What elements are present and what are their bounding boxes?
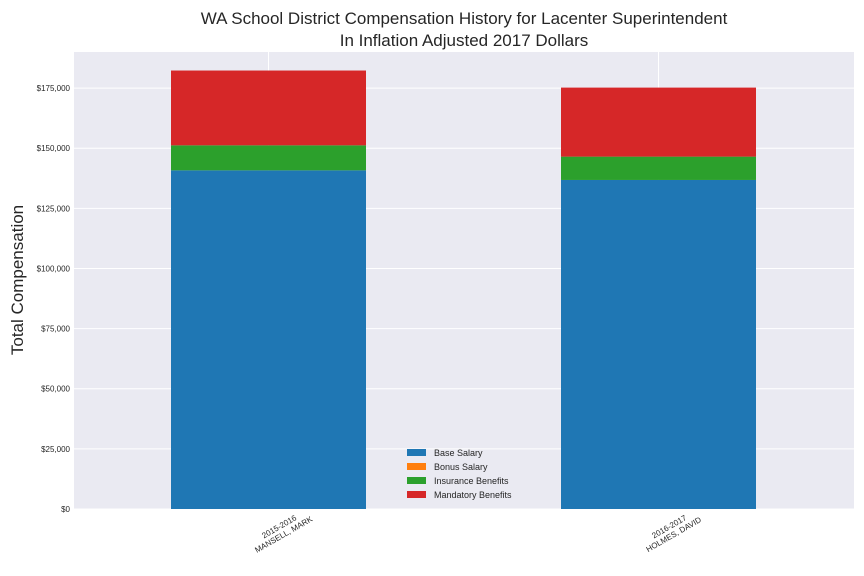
legend-swatch: [407, 491, 426, 498]
y-tick-label: $75,000: [41, 325, 70, 334]
y-axis-label: Total Compensation: [8, 205, 27, 355]
y-tick-label: $150,000: [37, 144, 71, 153]
legend-swatch: [407, 463, 426, 470]
bar-segment: [171, 170, 366, 510]
legend-label: Mandatory Benefits: [434, 490, 512, 500]
y-axis-ticks: $0 $25,000 $50,000 $75,000 $100,000 $125,000 $…: [37, 84, 71, 514]
legend-label: Base Salary: [434, 448, 483, 458]
y-tick-label: $125,000: [37, 204, 71, 213]
bar-segment: [171, 145, 366, 171]
bar-segment: [561, 156, 756, 180]
legend: Base Salary Bonus Salary Insurance Benefit…: [407, 448, 512, 500]
chart-title-line-1: WA School District Compensation History …: [201, 9, 728, 28]
y-tick-label: $50,000: [41, 385, 70, 394]
legend-swatch: [407, 477, 426, 484]
bar-segment: [561, 87, 756, 157]
y-tick-label: $100,000: [37, 264, 71, 273]
bar-segment: [561, 179, 756, 509]
y-tick-label: $175,000: [37, 84, 71, 93]
y-tick-label: $25,000: [41, 445, 70, 454]
chart-title-line-2: In Inflation Adjusted 2017 Dollars: [340, 31, 589, 50]
chart-title: WA School District Compensation History …: [201, 9, 728, 50]
bar-segment: [171, 70, 366, 146]
bars: [171, 70, 756, 510]
y-tick-label: $0: [61, 505, 70, 514]
legend-label: Bonus Salary: [434, 462, 488, 472]
legend-label: Insurance Benefits: [434, 476, 509, 486]
legend-swatch: [407, 449, 426, 456]
